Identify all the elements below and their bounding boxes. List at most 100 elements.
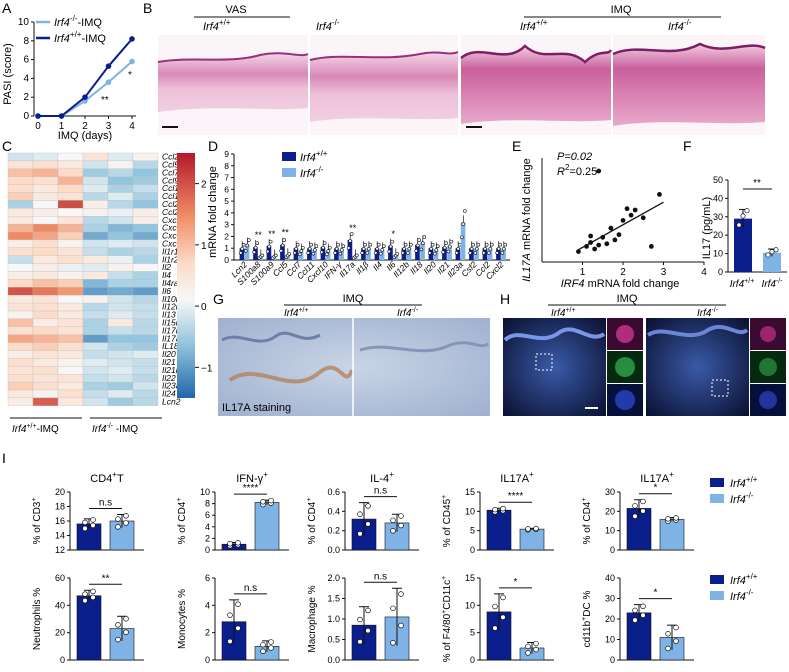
i-ylabel: % of CD4+ [176,498,188,545]
i-ytick-label: 15 [465,573,475,583]
d-dot [268,239,273,244]
d-dot [301,245,305,250]
i-dot [365,521,371,527]
d-ytick-label: 5 [224,196,229,206]
i-ytick-label: 1.0 [327,614,340,624]
heatmap-cell [82,381,109,391]
d-dot [279,249,283,253]
heatmap-cell [132,279,159,288]
heatmap-cell [107,176,134,185]
d-ytick-label: 2 [224,231,229,241]
colorbar-tick-label: 0 [201,302,207,313]
i-sig-label: n.s [374,571,387,582]
panel-b-vas-title: VAS [225,4,246,16]
panel-label-h: H [500,291,510,307]
heatmap-cell [132,318,159,327]
heatmap-cell [7,184,34,193]
i-dot [390,640,396,646]
heatmap-cells [7,152,159,406]
i-sig-label: n.s [374,486,387,497]
heatmap-cell [57,184,84,193]
i-ytick-label: 0 [470,545,475,555]
i-bar [76,595,102,661]
i-dot [90,588,96,595]
i-dot [260,498,266,505]
panel-label-g: G [213,291,224,307]
heatmap-cell [132,216,159,225]
he-image-vas-ko [309,35,459,135]
e-regression-line [578,201,664,251]
heatmap-cell [82,271,109,280]
heatmap-cell [132,381,159,391]
heatmap-cell [57,397,84,406]
a-xtick-label: 4 [129,121,135,132]
heatmap-cell [32,381,59,391]
d-dot [240,247,244,251]
d-dot [322,241,327,245]
i-dot [115,516,121,522]
d-dot [376,242,381,247]
i-ytick-label: 18 [55,502,65,512]
panel-g-label-wt: Irf4+/+ [284,307,309,319]
d-dot [457,242,462,247]
heatmap-cell [57,160,84,169]
heatmap-cell [132,397,159,406]
f-bar [734,218,752,272]
heatmap-cell [7,310,34,320]
d-dot [334,247,339,251]
panel-g-title: IMQ [343,293,364,305]
i-ytick-label: 0 [60,655,65,665]
i-ytick-label: 20 [55,487,65,497]
d-dot [461,222,466,226]
d-dot [309,242,313,247]
heatmap-cell [57,381,84,391]
heatmap-cell [82,374,109,383]
legend-swatch-ko-2 [710,591,724,600]
i-plot-title: CD4+T [90,470,124,485]
e-xtick-label: 3 [661,267,667,278]
d-dot [403,242,408,247]
heatmap-gene-label: Il24 [162,389,176,399]
panel-g-label-ko: Irf4-/- [397,307,419,319]
d-dot [265,249,270,254]
heatmap-cell [7,231,34,241]
heatmap-cell [107,168,134,177]
heatmap-cell [107,231,134,241]
heatmap-cell [7,358,34,367]
heatmap-cell [132,326,159,335]
heatmap-cell [132,160,159,169]
i-ylabel: Neutrophils % [32,588,43,650]
i-dot [673,638,679,644]
heatmap-cell [57,271,84,280]
d-bar [244,244,250,260]
heatmap-group-label-wt: Irf4+/+-IMQ [12,423,59,435]
heatmap-cell [132,231,159,241]
legend-swatch-ko [282,168,296,177]
i-dot [123,513,129,519]
i-sig-label: * [654,588,658,599]
i-dot [632,617,638,623]
panel-d-bar-chart: 0123456789Lcn2**S100a8**S100a9**Ccl5Ccl7… [207,149,510,287]
heatmap-cell [32,302,59,312]
heatmap-cell [57,366,84,375]
i-dot [235,601,241,607]
a-ytick-label: 8 [23,36,29,47]
d-dot [400,251,405,255]
panel-f-ylabel: IL17 (pg/mL) [701,197,713,259]
f-ytick-label: 40 [713,193,723,203]
panel-b-label-vas-wt: Irf4+/+ [203,18,231,33]
d-dot [414,249,418,253]
e-point [628,212,634,218]
d-dot [422,235,427,239]
i-ytick-label: 40 [605,573,615,583]
a-point [58,113,65,119]
d-dot [379,251,383,256]
d-dot [476,242,481,247]
i-dot [398,522,404,529]
i-sig-label: * [514,577,518,588]
d-dot [298,252,302,257]
heatmap-cell [107,208,134,217]
heatmap-cell [32,350,59,359]
heatmap-cell [7,279,34,288]
